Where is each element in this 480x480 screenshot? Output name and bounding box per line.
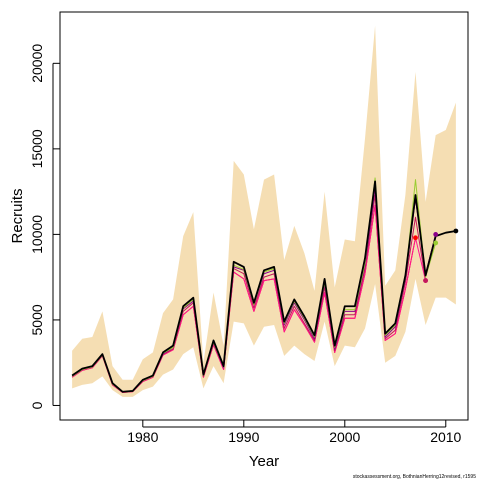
y-axis-title: Recruits [9,188,26,243]
series-endpoint-0 [453,228,459,234]
y-tick-label: 0 [29,401,45,409]
series-endpoint-1 [433,240,439,246]
y-tick-label: 20000 [29,44,45,83]
series-endpoint-2 [433,231,439,237]
x-tick-label: 1980 [127,429,158,445]
source-footnote: stockassessment.org, BothnianHerring12re… [353,474,476,480]
x-tick-label: 2000 [329,429,360,445]
series-layer [71,177,457,393]
x-axis-title: Year [249,453,279,470]
confidence-band [72,25,456,397]
y-tick-label: 10000 [29,215,45,254]
series-endpoint-5 [413,235,418,241]
endpoint-markers-layer [413,228,459,283]
plot-frame [59,11,469,421]
y-tick-label: 5000 [29,304,45,335]
x-tick-label: 1990 [228,429,259,445]
series-endpoint-3 [423,278,428,283]
confidence-band-layer [72,25,456,397]
y-tick-label: 15000 [29,129,45,168]
x-tick-label: 2010 [430,429,461,445]
axes-layer: 1980 1990 2000 2010 0 5000 10000 15000 20000 [29,44,462,445]
series-line-0 [71,180,457,393]
